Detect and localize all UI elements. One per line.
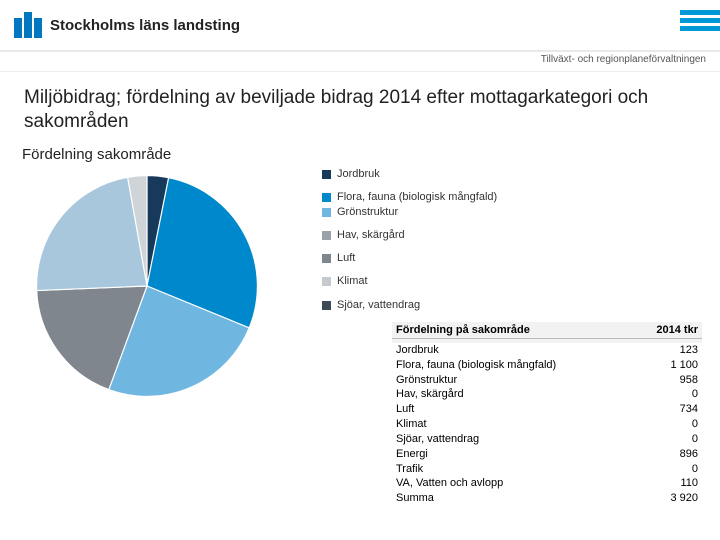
table-cell-value: 3 920 <box>628 491 698 506</box>
table-header: Fördelning på sakområde 2014 tkr <box>392 322 702 339</box>
legend-swatch-icon <box>322 208 331 217</box>
table-row: Luft734 <box>392 402 702 417</box>
table-cell-name: Hav, skärgård <box>396 387 628 402</box>
data-table: Fördelning på sakområde 2014 tkr Jordbru… <box>392 322 702 506</box>
legend-swatch-icon <box>322 254 331 263</box>
table-cell-value: 958 <box>628 373 698 388</box>
legend-swatch-icon <box>322 193 331 202</box>
table-cell-value: 734 <box>628 402 698 417</box>
chart-subtitle: Fördelning sakområde <box>22 146 322 163</box>
table-cell-name: Klimat <box>396 417 628 432</box>
table-cell-name: Energi <box>396 447 628 462</box>
table-cell-name: VA, Vatten och avlopp <box>396 476 628 491</box>
table-cell-value: 896 <box>628 447 698 462</box>
legend-swatch-icon <box>322 301 331 310</box>
legend-item: Hav, skärgård <box>322 229 720 242</box>
legend-swatch-icon <box>322 231 331 240</box>
legend-swatch-icon <box>322 277 331 286</box>
pie-chart <box>32 171 262 401</box>
table-row: Energi896 <box>392 447 702 462</box>
table-row: Grönstruktur958 <box>392 373 702 388</box>
header-bar: Stockholms läns landsting <box>0 0 720 52</box>
table-cell-value: 110 <box>628 476 698 491</box>
table-cell-value: 0 <box>628 432 698 447</box>
table-row: Flora, fauna (biologisk mångfald)1 100 <box>392 358 702 373</box>
table-cell-name: Summa <box>396 491 628 506</box>
table-row: VA, Vatten och avlopp110 <box>392 476 702 491</box>
table-header-right: 2014 tkr <box>628 324 698 336</box>
legend-item: Luft <box>322 252 720 265</box>
legend-item: Jordbruk <box>322 168 720 181</box>
table-row: Summa3 920 <box>392 491 702 506</box>
table-cell-name: Sjöar, vattendrag <box>396 432 628 447</box>
logo-icon <box>14 12 42 38</box>
table-header-left: Fördelning på sakområde <box>396 324 628 336</box>
department-label: Tillväxt- och regionplaneförvaltningen <box>0 52 720 72</box>
page-title: Miljöbidrag; fördelning av beviljade bid… <box>0 72 720 140</box>
table-body: Jordbruk123Flora, fauna (biologisk mångf… <box>392 343 702 506</box>
legend-item: Flora, fauna (biologisk mångfald) <box>322 191 720 204</box>
legend-label: Flora, fauna (biologisk mångfald) <box>337 191 497 204</box>
legend-label: Hav, skärgård <box>337 229 405 242</box>
legend-label: Grönstruktur <box>337 206 398 219</box>
legend-label: Klimat <box>337 275 368 288</box>
table-cell-name: Flora, fauna (biologisk mångfald) <box>396 358 628 373</box>
table-cell-value: 0 <box>628 462 698 477</box>
table-cell-value: 0 <box>628 387 698 402</box>
table-cell-name: Grönstruktur <box>396 373 628 388</box>
legend-item: Sjöar, vattendrag <box>322 299 720 312</box>
content-area: Fördelning sakområde JordbrukFlora, faun… <box>0 140 720 507</box>
table-cell-name: Trafik <box>396 462 628 477</box>
table-row: Sjöar, vattendrag0 <box>392 432 702 447</box>
table-cell-value: 1 100 <box>628 358 698 373</box>
table-cell-value: 123 <box>628 343 698 358</box>
legend-label: Jordbruk <box>337 168 380 181</box>
legend-item: Grönstruktur <box>322 206 720 219</box>
legend-swatch-icon <box>322 170 331 179</box>
legend-label: Luft <box>337 252 355 265</box>
table-cell-value: 0 <box>628 417 698 432</box>
table-cell-name: Luft <box>396 402 628 417</box>
table-cell-name: Jordbruk <box>396 343 628 358</box>
chart-legend: Jordbruk Flora, fauna (biologisk mångfald… <box>322 168 720 312</box>
table-row: Klimat0 <box>392 417 702 432</box>
legend-and-table-column: JordbrukFlora, fauna (biologisk mångfald… <box>322 146 720 507</box>
org-name: Stockholms läns landsting <box>50 17 240 34</box>
table-row: Trafik0 <box>392 462 702 477</box>
header-stripes-icon <box>680 10 720 31</box>
table-row: Jordbruk123 <box>392 343 702 358</box>
legend-item: Klimat <box>322 275 720 288</box>
chart-column: Fördelning sakområde <box>22 146 322 507</box>
legend-label: Sjöar, vattendrag <box>337 299 420 312</box>
table-row: Hav, skärgård0 <box>392 387 702 402</box>
